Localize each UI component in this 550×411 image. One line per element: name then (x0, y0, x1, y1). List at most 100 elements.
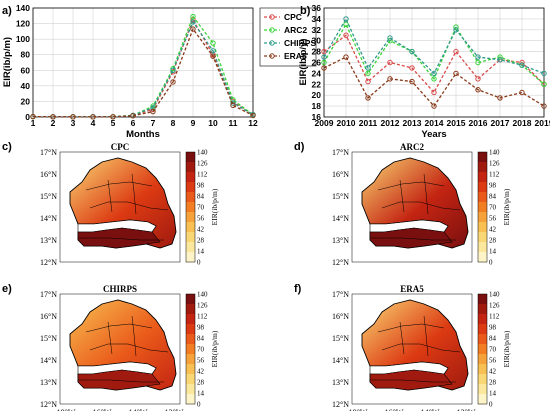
data-point (230, 102, 236, 109)
data-point (519, 89, 525, 96)
y-tick-label: 120 (16, 19, 30, 29)
colorbar-cell (478, 394, 487, 405)
data-point (321, 54, 327, 60)
lon-tick-label: 16°W (385, 408, 404, 411)
x-tick-label: 1 (31, 118, 36, 128)
region-border (381, 201, 461, 211)
colorbar-cell (186, 374, 195, 385)
panel-b-yearly-chart: b) 2009 2010 2011 2012 2013 2014 2015 2016 2017 2… (298, 3, 550, 140)
series-era5 (30, 26, 256, 120)
data-point (210, 40, 216, 46)
series-chirps (30, 19, 256, 120)
colorbar-cell (478, 344, 487, 355)
series-line (323, 56, 545, 108)
panel-a-legend: CPC ARC2 CHIRPS ERA5 (259, 7, 316, 67)
colorbar-tick: 42 (197, 368, 205, 376)
lat-tick-label: 12°N (332, 400, 349, 409)
lat-tick-label: 15°N (332, 334, 349, 343)
panel-a-xlabel: Months (126, 129, 160, 140)
colorbar-label: EIR(ib/p/m) (502, 188, 511, 225)
colorbar-tick: 140 (197, 149, 208, 157)
data-point (230, 100, 236, 106)
colorbar-tick: 98 (489, 324, 497, 332)
region-border (423, 173, 429, 215)
region-border (131, 315, 137, 357)
map-frame (351, 293, 473, 405)
map-panel-era5: f) ERA5 17°N 16°N 15°N 14°N 13°N 12°N18°W 16°W 14… (294, 283, 511, 411)
x-tick-label: 2014 (425, 118, 444, 128)
data-point (170, 67, 176, 73)
series-chirps (321, 16, 547, 77)
lon-tick-label: 18°W (57, 408, 76, 411)
map-title: ARC2 (400, 142, 424, 152)
region-border (131, 173, 137, 215)
region-border (377, 181, 445, 191)
map-frame (59, 151, 181, 263)
x-tick-label: 10 (208, 118, 218, 128)
data-point (365, 78, 371, 85)
panel-b-xlabel: Years (421, 129, 446, 140)
y-tick-label: 60 (21, 65, 31, 75)
lat-tick-label: 17°N (40, 148, 57, 157)
data-point (497, 57, 503, 63)
colorbar-tick: 70 (197, 204, 205, 212)
colorbar-tick: 126 (489, 160, 500, 168)
y-tick-label: 26 (312, 58, 322, 68)
x-tick-label: 2015 (447, 118, 466, 128)
colorbar-cell (186, 212, 195, 223)
colorbar-tick: 14 (197, 390, 205, 398)
colorbar-tick: 0 (489, 401, 493, 409)
lat-tick-label: 16°N (40, 170, 57, 179)
colorbar-cell (478, 232, 487, 243)
data-point (190, 26, 196, 32)
colorbar-tick: 28 (489, 379, 497, 387)
data-point (90, 114, 96, 120)
colorbar-tick: 98 (489, 182, 497, 190)
data-point (150, 104, 156, 111)
map-panel-label: f) (294, 283, 302, 295)
colorbar-cell (186, 344, 195, 355)
data-point (365, 65, 371, 71)
colorbar-tick: 84 (197, 335, 205, 343)
region-border (377, 323, 445, 333)
y-tick-label: 0 (25, 112, 30, 122)
map-panel-chirps: e) CHIRPS 17°N 16°N 15°N 14°N 13°N 12°N18°W 16°W… (2, 283, 219, 411)
lat-tick-label: 13°N (40, 378, 57, 387)
data-point (431, 76, 437, 82)
panel-b-label: b) (300, 5, 311, 17)
colorbar-tick: 56 (197, 215, 205, 223)
data-point (130, 113, 136, 119)
lat-tick-label: 17°N (332, 148, 349, 157)
colorbar-tick: 14 (489, 248, 497, 256)
map-frame (59, 293, 181, 405)
y-tick-label: 22 (312, 79, 322, 89)
x-tick-label: 5 (111, 118, 116, 128)
colorbar-tick: 98 (197, 182, 205, 190)
colorbar-tick: 14 (489, 390, 497, 398)
panel-a-series (30, 13, 256, 120)
lon-tick-label: 16°W (93, 408, 112, 411)
region-border (423, 315, 429, 357)
lat-tick-label: 13°N (332, 378, 349, 387)
data-point (343, 21, 349, 28)
colorbar-cell (186, 334, 195, 345)
lat-tick-label: 15°N (40, 334, 57, 343)
series-line (323, 17, 545, 75)
colorbar-cell (186, 152, 195, 163)
colorbar-cell (478, 324, 487, 335)
y-tick-label: 20 (21, 96, 31, 106)
map-title: CPC (111, 142, 130, 152)
colorbar-cell (478, 364, 487, 375)
lat-tick-label: 12°N (40, 400, 57, 409)
data-point (50, 114, 56, 120)
colorbar-tick: 56 (197, 357, 205, 365)
colorbar-tick: 70 (489, 346, 497, 354)
senegal-map (351, 151, 473, 263)
legend-label: CHIRPS (284, 38, 316, 48)
senegal-map (59, 151, 181, 263)
y-tick-label: 30 (312, 36, 322, 46)
lat-tick-label: 17°N (40, 290, 57, 299)
data-point (387, 35, 393, 41)
